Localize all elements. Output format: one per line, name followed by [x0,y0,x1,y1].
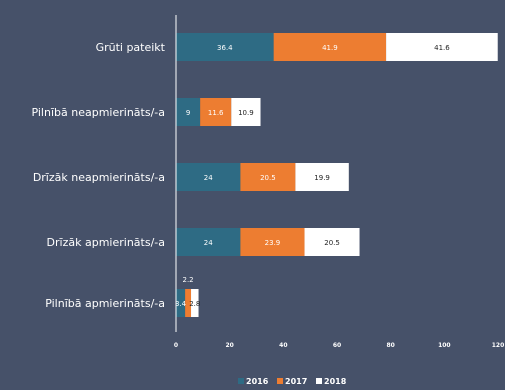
data-label: 24 [204,174,213,182]
bar-2016 [176,98,201,126]
data-label: 36.4 [217,44,233,52]
legend-label: 2017 [285,377,307,386]
data-label: 2.2 [183,276,194,284]
category-label: Pilnībā neapmierināts/-a [31,106,165,119]
bar-2016 [176,163,241,191]
bar-2017 [273,33,387,61]
data-label: 19.9 [314,174,330,182]
bar-2017 [200,98,232,126]
bar-2017 [240,228,305,256]
category-label: Grūti pateikt [96,41,166,54]
data-label: 41.9 [322,44,338,52]
legend-swatch [316,378,322,384]
legend: 2016 2017 2018 [238,377,347,386]
data-label: 9 [186,109,190,117]
data-label: 23.9 [265,239,281,247]
data-label: 20.5 [260,174,276,182]
bar-2018 [231,98,261,126]
data-labels: 36.4 41.9 41.6 9 11.6 10.9 24 20.5 19.9 24 23.9 20.… [175,44,450,308]
data-label: 3.4 [175,300,187,308]
data-label: 20.5 [324,239,340,247]
bar-2016 [176,228,241,256]
data-label: 24 [204,239,213,247]
legend-swatch [238,378,244,384]
legend-swatch [277,378,283,384]
category-label: Drīzāk neapmierināts/-a [33,171,165,184]
data-label: 10.9 [238,109,254,117]
x-tick-label: 80 [386,342,394,349]
bar-2016 [176,289,186,317]
bar-2016 [176,33,274,61]
legend-item: 2017 [277,377,307,386]
x-tick-label: 100 [438,342,451,349]
bar-stacks [176,33,498,317]
x-axis-ticks: 0 20 40 60 80 100 120 [174,342,504,349]
bar-2018 [295,163,349,191]
bar-2018 [386,33,498,61]
category-label: Drīzāk apmierināts/-a [47,236,165,249]
data-label: 2.8 [189,300,200,308]
bar-2017 [240,163,296,191]
legend-label: 2016 [246,377,269,386]
data-label: 41.6 [434,44,450,52]
legend-item: 2018 [316,377,347,386]
legend-item: 2016 [238,377,269,386]
legend-label: 2018 [324,377,347,386]
bar-2018 [191,289,199,317]
x-tick-label: 0 [174,342,178,349]
x-tick-label: 120 [492,342,505,349]
data-label: 11.6 [208,109,224,117]
bar-2018 [304,228,360,256]
x-tick-label: 60 [333,342,341,349]
x-tick-label: 20 [225,342,233,349]
bar-2017 [185,289,192,317]
category-labels: Grūti pateikt Pilnībā neapmierināts/-a Drī… [31,41,165,310]
category-label: Pilnībā apmierināts/-a [45,297,165,310]
x-tick-label: 40 [279,342,287,349]
